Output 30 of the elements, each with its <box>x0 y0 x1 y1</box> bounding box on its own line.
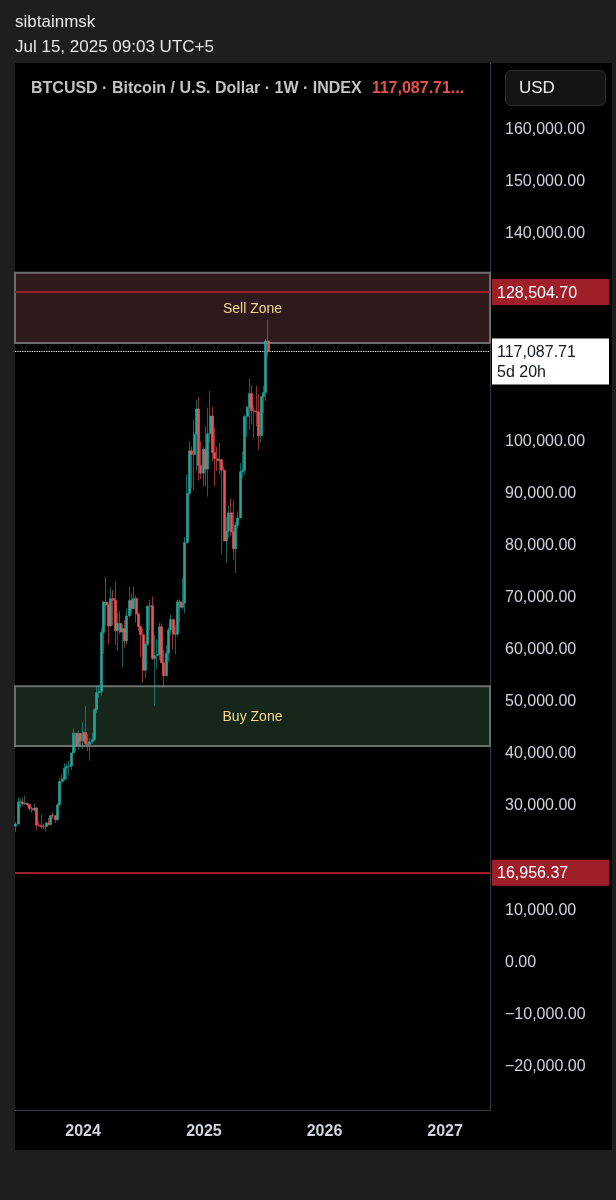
y-tick-label: 140,000.00 <box>505 223 586 241</box>
y-tick-label: 90,000.00 <box>505 484 577 502</box>
y-axis-title: USD <box>505 70 606 106</box>
x-tick-label: 2026 <box>306 1121 343 1139</box>
x-tick-label: 2024 <box>65 1121 101 1139</box>
candlestick <box>267 319 270 358</box>
text: 117,087.71... <box>371 78 465 96</box>
y-tick-label: 80,000.00 <box>505 536 577 554</box>
y-tick-label: 150,000.00 <box>505 171 586 189</box>
y-tick-label: −20,000.00 <box>505 1056 586 1074</box>
y-tick-label: 0.00 <box>505 952 537 970</box>
band-label: Sell Zone <box>222 299 283 316</box>
y-tick-label: 40,000.00 <box>505 744 577 762</box>
y-tick-label: 10,000.00 <box>505 900 577 918</box>
ref-line-label: 117,087.71 5d 20h <box>497 343 576 380</box>
y-tick-label: 70,000.00 <box>505 588 577 606</box>
band-label: Buy Zone <box>222 708 283 725</box>
x-tick-label: 2025 <box>186 1121 222 1139</box>
text: sibtainmsk <box>15 11 96 33</box>
text: BTCUSD · Bitcoin / U.S. Dollar · 1W · INDEX <box>31 78 363 96</box>
y-tick-label: −10,000.00 <box>505 1004 586 1022</box>
text: Jul 15, 2025 09:03 UTC+5 <box>15 36 214 58</box>
ref-line-label: 128,504.70 <box>497 283 578 301</box>
y-tick-label: 100,000.00 <box>505 431 586 449</box>
y-tick-label: 60,000.00 <box>505 640 577 658</box>
y-tick-label: 30,000.00 <box>505 796 577 814</box>
y-tick-label: 50,000.00 <box>505 692 577 710</box>
y-tick-label: 160,000.00 <box>505 119 586 137</box>
ref-line-label: 16,956.37 <box>497 864 569 882</box>
x-tick-label: 2027 <box>427 1121 463 1139</box>
